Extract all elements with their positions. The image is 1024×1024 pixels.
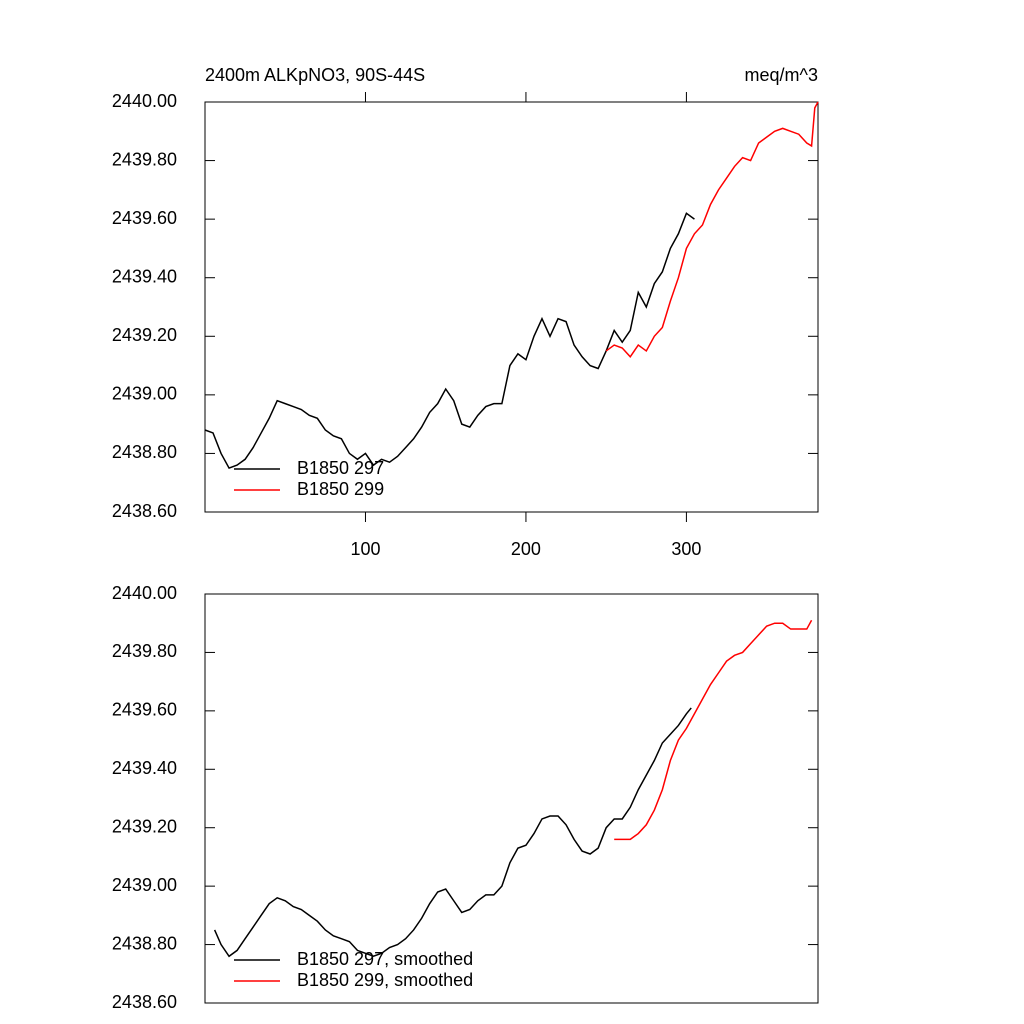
series-line — [614, 619, 813, 841]
y-tick-label: 2440.00 — [112, 91, 177, 111]
series-line — [213, 707, 692, 958]
y-tick-label: 2439.40 — [112, 758, 177, 778]
y-tick-label: 2439.60 — [112, 700, 177, 720]
y-tick-label: 2439.80 — [112, 149, 177, 169]
x-tick-label: 300 — [671, 539, 701, 559]
y-tick-label: 2439.40 — [112, 266, 177, 286]
legend-label: B1850 299 — [297, 479, 384, 499]
y-tick-label: 2439.20 — [112, 325, 177, 345]
plot-frame — [204, 593, 819, 1004]
legend-label: B1850 297 — [297, 458, 384, 478]
x-tick-label: 200 — [511, 539, 541, 559]
series-line — [605, 101, 819, 358]
series-line — [204, 212, 695, 469]
y-tick-label: 2438.60 — [112, 992, 177, 1012]
chart-title: 2400m ALKpNO3, 90S-44S — [205, 65, 425, 85]
y-tick-label: 2438.60 — [112, 501, 177, 521]
y-tick-label: 2438.80 — [112, 933, 177, 953]
units-label: meq/m^3 — [745, 65, 818, 85]
legend-label: B1850 299, smoothed — [297, 970, 473, 990]
y-tick-label: 2438.80 — [112, 442, 177, 462]
y-tick-label: 2439.20 — [112, 816, 177, 836]
y-tick-label: 2439.60 — [112, 208, 177, 228]
y-tick-label: 2439.00 — [112, 384, 177, 404]
y-tick-label: 2440.00 — [112, 583, 177, 603]
legend-label: B1850 297, smoothed — [297, 949, 473, 969]
x-tick-label: 100 — [350, 539, 380, 559]
y-tick-label: 2439.00 — [112, 875, 177, 895]
plot-frame — [204, 101, 819, 513]
y-tick-label: 2439.80 — [112, 641, 177, 661]
